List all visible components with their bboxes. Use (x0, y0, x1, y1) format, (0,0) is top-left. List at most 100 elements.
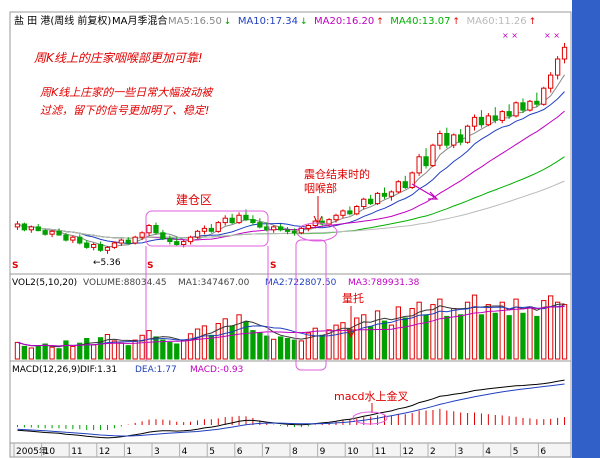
ma-legend-item: MA5:16.50 (168, 16, 222, 27)
candle (278, 224, 284, 232)
candle (347, 206, 353, 216)
candle (444, 127, 450, 149)
washout-arrow-head (313, 215, 323, 226)
candle (520, 98, 526, 114)
candle-body (395, 181, 402, 193)
ma-legend-item: MA20:16.20 (314, 16, 374, 27)
candle (215, 221, 221, 233)
washout-circle (296, 222, 338, 242)
volume-bar (222, 318, 228, 360)
volume-bar (388, 324, 395, 360)
candle-body (174, 241, 180, 246)
marker-x: × × (544, 31, 560, 40)
candle-body (236, 214, 242, 224)
volume-bar (458, 314, 464, 360)
candle-body (181, 241, 187, 246)
volume-bar (153, 336, 159, 360)
time-axis-label: 1 (126, 447, 132, 457)
candle-body (49, 230, 55, 235)
candle (49, 229, 55, 238)
washout-guide-box (295, 239, 327, 371)
vol-ma1-line (17, 303, 565, 348)
candle-body (139, 232, 145, 238)
time-axis-label: 4 (182, 447, 188, 457)
candle-body (527, 100, 533, 111)
candle-body (63, 234, 69, 241)
time-axis-label: 10 (347, 447, 359, 457)
dif-line (17, 379, 565, 439)
time-axis-label: 3 (154, 447, 160, 457)
volume-bar (395, 306, 402, 360)
volume-bar (444, 315, 450, 360)
candle (464, 124, 471, 144)
candle-body (125, 239, 131, 244)
candle-body (243, 214, 249, 221)
volume-bar (201, 325, 208, 360)
candle-body (222, 217, 228, 224)
volume-bar (416, 301, 422, 360)
candle (63, 232, 69, 242)
candle (167, 235, 173, 245)
volume-bar (298, 340, 305, 360)
volume-bar (361, 314, 367, 360)
candle-body (97, 244, 104, 251)
volume-bar (471, 294, 478, 360)
candle-body (451, 134, 457, 146)
trend-arrow (411, 183, 437, 199)
candle-body (361, 198, 367, 207)
candle-body (333, 214, 339, 221)
candle (153, 222, 159, 235)
vol-ma3-value: MA3:789931.38 (348, 278, 420, 288)
time-axis-label: 2005年 (16, 445, 48, 457)
ma-trend-arrow: ↓ (224, 17, 232, 27)
candle (229, 213, 235, 225)
volume-bar (125, 345, 131, 360)
volume-bar (111, 340, 118, 360)
candle-body (229, 217, 235, 224)
candle-body (208, 227, 214, 232)
volume-bar (160, 339, 166, 360)
volume-bar (250, 330, 256, 360)
volume-bar (492, 312, 498, 360)
volume-header: VOL2(5,10,20) VOLUME:88034.45 MA1:347467… (12, 278, 420, 288)
volume-bar (326, 329, 332, 360)
ma10-line (17, 91, 565, 245)
volume-bar (534, 315, 540, 360)
candle (187, 235, 194, 245)
volume-bar (257, 332, 263, 360)
volume-bar (132, 339, 138, 360)
macd-golden-cross-label: macd水上金叉 (334, 389, 409, 403)
volume-bar (243, 321, 249, 360)
candle (257, 218, 263, 229)
volume-bar (409, 308, 415, 360)
candle-body (250, 219, 256, 224)
ma-legend-item: MA40:13.07 (390, 16, 450, 27)
volume-bar (499, 301, 505, 360)
candle (77, 234, 83, 245)
candle (146, 224, 152, 236)
candle (430, 143, 436, 168)
candle (527, 99, 533, 112)
candle (132, 235, 138, 245)
volume-bar (291, 339, 298, 360)
candle (305, 224, 312, 232)
time-axis-label: 8 (292, 447, 298, 457)
volume-bar (541, 300, 547, 360)
volume-bar (167, 341, 173, 360)
candle-body (430, 144, 436, 167)
volume-bar (208, 334, 214, 360)
candle-body (555, 58, 561, 76)
candle (555, 56, 561, 80)
time-axis-label: 9 (320, 447, 326, 457)
time-axis-label: 5 (209, 447, 215, 457)
candle (368, 194, 374, 206)
volume-bar (284, 338, 291, 360)
candle-body (111, 242, 118, 248)
volume-bar (381, 320, 388, 360)
candle (485, 113, 492, 127)
volume-bar (423, 314, 429, 360)
volume-bar (146, 330, 152, 360)
washout-label-line1: 震仓结束时的 (304, 167, 370, 181)
washout-label-line2: 咽喉部 (304, 181, 337, 195)
